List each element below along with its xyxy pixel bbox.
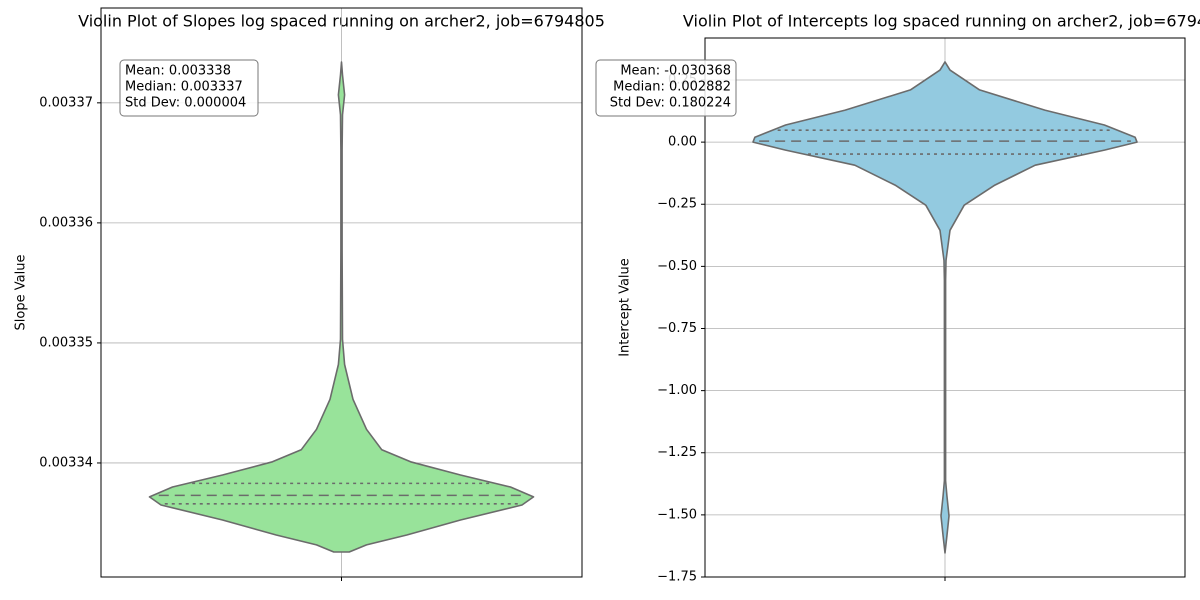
y-tick-label: −0.50	[657, 259, 697, 274]
stats-text: Mean: 0.003338	[125, 64, 231, 79]
violin-body	[148, 61, 535, 553]
stats-box	[119, 59, 259, 117]
chart: Violin Plot of Slopes log spaced running…	[14, 7, 605, 581]
y-tick-label: 0.00335	[39, 335, 93, 350]
y-tick-label: −0.25	[657, 197, 697, 212]
stats-text: Median: 0.003337	[125, 80, 243, 95]
y-axis-label: Slope Value	[14, 255, 29, 331]
stats-text: Median: 0.002882	[613, 80, 731, 95]
y-tick-label: 0.00334	[39, 455, 93, 470]
stats-text: Std Dev: 0.000004	[125, 96, 246, 111]
y-axis-label: Intercept Value	[618, 258, 633, 357]
y-tick-label: 0.00337	[39, 95, 93, 110]
stats-box	[595, 59, 737, 117]
y-tick-label: −1.50	[657, 507, 697, 522]
stats-text: Mean: -0.030368	[620, 64, 731, 79]
y-tick-label: −1.75	[657, 570, 697, 585]
y-tick-label: 0.00	[668, 135, 697, 150]
stats-text: Std Dev: 0.180224	[610, 96, 731, 111]
chart: Violin Plot of Intercepts log spaced run…	[595, 12, 1200, 585]
axes-frame	[100, 7, 583, 578]
y-tick-label: 0.00336	[39, 215, 93, 230]
violin-body	[752, 61, 1138, 554]
axes-frame	[704, 37, 1186, 578]
chart-title: Violin Plot of Intercepts log spaced run…	[683, 12, 1200, 31]
y-tick-label: −0.75	[657, 321, 697, 336]
y-tick-label: −1.00	[657, 383, 697, 398]
y-tick-label: −1.25	[657, 445, 697, 460]
